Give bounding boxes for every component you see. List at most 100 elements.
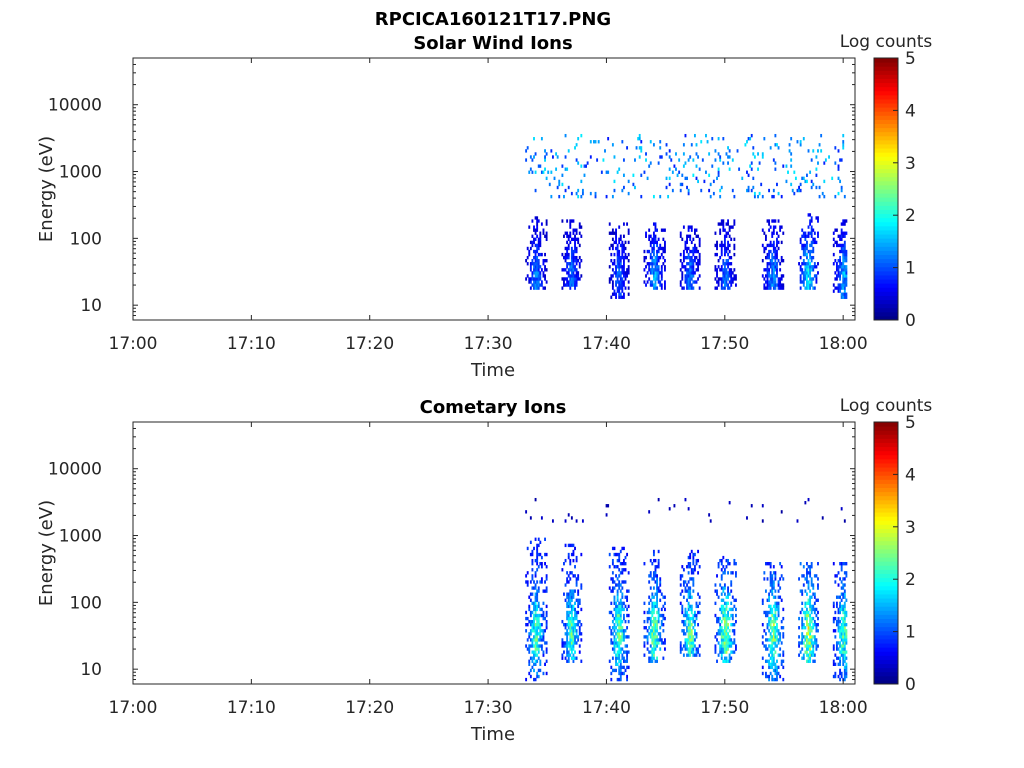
spectrogram-cell bbox=[651, 237, 654, 242]
spectrogram-cell bbox=[679, 592, 682, 596]
spectrogram-cell bbox=[752, 152, 755, 156]
spectrogram-cell bbox=[806, 659, 808, 663]
spectrogram-cell bbox=[643, 635, 646, 639]
spectrogram-cell bbox=[537, 565, 540, 569]
colorbar-segment bbox=[874, 291, 898, 296]
spectrogram-cell bbox=[845, 623, 848, 627]
spectrogram-cell bbox=[802, 583, 805, 587]
colorbar-segment bbox=[874, 283, 898, 288]
colorbar-segment bbox=[874, 295, 898, 301]
y-axis-label: Energy (eV) bbox=[36, 500, 57, 606]
colorbar-segment bbox=[874, 638, 898, 644]
spectrogram-cell bbox=[645, 152, 647, 156]
colorbar-segment bbox=[874, 442, 898, 448]
spectrogram-cell bbox=[777, 629, 780, 633]
spectrogram-cell bbox=[692, 580, 695, 584]
spectrogram-cell bbox=[619, 647, 622, 651]
spectrogram-cell bbox=[771, 243, 774, 248]
spectrogram-cell bbox=[569, 623, 572, 627]
spectrogram-cell bbox=[810, 240, 813, 245]
spectrogram-cell bbox=[687, 635, 690, 639]
spectrogram-cell bbox=[840, 674, 843, 679]
spectrogram-cell bbox=[774, 668, 777, 673]
spectrogram-cell bbox=[621, 619, 624, 624]
spectrogram-cell bbox=[574, 246, 576, 251]
spectrogram-cell bbox=[528, 252, 531, 257]
spectrogram-cell bbox=[723, 623, 726, 627]
spectrogram-cell bbox=[548, 182, 551, 187]
spectrogram-cell bbox=[837, 571, 840, 575]
spectrogram-cell bbox=[526, 616, 529, 621]
spectrogram-cell bbox=[567, 592, 570, 596]
spectrogram-cell bbox=[567, 659, 570, 663]
spectrogram-cell bbox=[690, 647, 693, 651]
spectrogram-cell bbox=[622, 546, 625, 551]
spectrogram-cell bbox=[809, 653, 812, 657]
spectrogram-cell bbox=[684, 243, 687, 248]
spectrogram-cell bbox=[720, 641, 723, 645]
spectrogram-cell bbox=[616, 583, 619, 587]
spectrogram-cell bbox=[794, 176, 797, 181]
spectrogram-cell bbox=[725, 647, 728, 651]
spectrogram-cell bbox=[806, 243, 808, 248]
spectrogram-cell bbox=[618, 604, 621, 609]
spectrogram-cell bbox=[613, 641, 616, 645]
colorbar-segment bbox=[874, 634, 898, 640]
spectrogram-cell bbox=[776, 616, 778, 621]
spectrogram-cell bbox=[572, 659, 575, 663]
spectrogram-cell bbox=[769, 249, 772, 254]
spectrogram-cell bbox=[534, 188, 537, 193]
spectrogram-cell bbox=[570, 641, 573, 645]
spectrogram-cell bbox=[542, 262, 545, 266]
spectrogram-cell bbox=[845, 280, 848, 284]
spectrogram-cell bbox=[645, 234, 647, 238]
spectrogram-cell bbox=[766, 271, 769, 275]
spectrogram-cell bbox=[730, 277, 733, 281]
spectrogram-cell bbox=[809, 638, 812, 642]
spectrogram-cell bbox=[684, 133, 687, 138]
spectrogram-cell bbox=[648, 237, 651, 242]
spectrogram-cell bbox=[536, 562, 539, 566]
spectrogram-cell bbox=[769, 662, 772, 666]
spectrogram-cell bbox=[597, 140, 600, 144]
spectrogram-cell bbox=[570, 607, 573, 612]
spectrogram-cell bbox=[580, 632, 583, 636]
colorbar-segment bbox=[874, 229, 898, 235]
spectrogram-cell bbox=[649, 571, 652, 575]
colorbar-segment bbox=[874, 618, 898, 624]
spectrogram-cell bbox=[842, 274, 845, 278]
spectrogram-cell bbox=[622, 295, 625, 299]
spectrogram-cell bbox=[798, 635, 800, 639]
spectrogram-cell bbox=[531, 629, 534, 633]
spectrogram-cell bbox=[649, 619, 652, 624]
spectrogram-cell bbox=[651, 607, 654, 612]
spectrogram-cell bbox=[659, 194, 662, 199]
spectrogram-cell bbox=[550, 149, 553, 153]
colorbar-segment bbox=[874, 66, 898, 71]
spectrogram-cell bbox=[536, 225, 539, 229]
spectrogram-cell bbox=[580, 194, 583, 199]
spectrogram-cell bbox=[780, 283, 783, 287]
spectrogram-cell bbox=[570, 516, 573, 520]
spectrogram-cell bbox=[720, 574, 723, 578]
colorbar-segment bbox=[874, 557, 898, 562]
spectrogram-cell bbox=[839, 626, 842, 630]
spectrogram-cell bbox=[618, 583, 621, 587]
colorbar-segment bbox=[874, 507, 898, 513]
spectrogram-cell bbox=[810, 629, 813, 633]
spectrogram-cell bbox=[728, 262, 731, 266]
spectrogram-cell bbox=[824, 158, 827, 162]
spectrogram-cell bbox=[839, 659, 842, 663]
spectrogram-cell bbox=[574, 146, 576, 150]
spectrogram-cell bbox=[682, 152, 685, 156]
spectrogram-cell bbox=[567, 237, 570, 242]
spectrogram-cell bbox=[611, 577, 614, 581]
spectrogram-cell bbox=[716, 286, 718, 290]
spectrogram-cell bbox=[558, 182, 561, 187]
spectrogram-cell bbox=[616, 595, 619, 599]
spectrogram-cell bbox=[681, 565, 684, 569]
spectrogram-cell bbox=[615, 613, 617, 618]
spectrogram-cell bbox=[813, 653, 816, 657]
spectrogram-cell bbox=[716, 271, 718, 275]
spectrogram-cell bbox=[722, 286, 725, 290]
